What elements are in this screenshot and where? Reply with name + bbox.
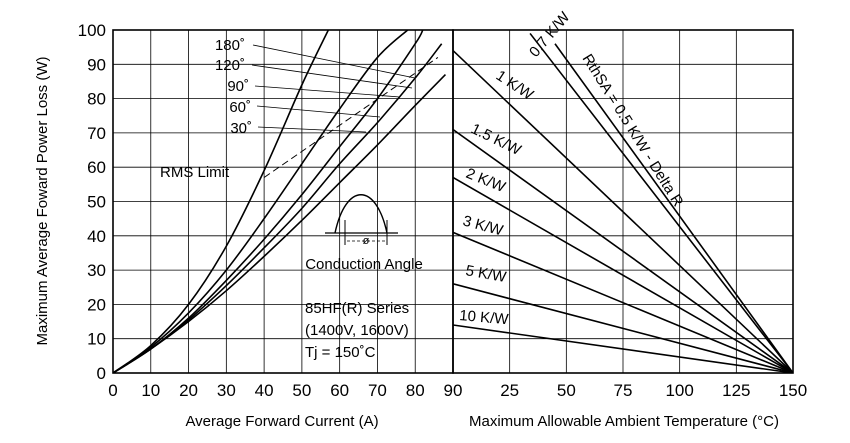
right-x-tick-label: 25 [500,381,519,400]
y-tick-label: 10 [87,330,106,349]
waveform-icon [334,194,388,234]
left-x-tick-label: 40 [255,381,274,400]
rms-limit-line [263,57,439,178]
y-tick-label: 90 [87,55,106,74]
angle-label-180: 180˚ [215,37,245,54]
rth-label-5: 5 K/W [464,262,508,286]
angle-symbol: ø [363,235,370,247]
loss-curve-1 [113,30,330,373]
y-tick-label: 0 [97,364,106,383]
rth-line-1 [554,43,793,373]
right-x-tick-label: 75 [614,381,633,400]
series-info-line-1: 85HF(R) Series [305,300,409,317]
left-x-tick-label: 0 [108,381,117,400]
y-axis-label: Maximum Average Foward Power Loss (W) [34,57,51,346]
y-tick-label: 20 [87,295,106,314]
right-x-tick-label: 125 [722,381,750,400]
y-tick-label: 30 [87,261,106,280]
left-x-tick-label: 10 [141,381,160,400]
tick-labels: 0 10 20 30 40 50 60 70 80 90 100 0 10 20 30 40 50 60 70 80 9… [78,21,808,400]
inset-caption: Conduction Angle [305,256,423,273]
rms-limit-label: RMS Limit [160,164,230,181]
angle-label-60: 60˚ [229,99,251,116]
y-tick-label: 100 [78,21,106,40]
rth-line-2 [529,32,793,373]
angle-leader-line [256,105,381,118]
angle-leader-line [254,85,401,98]
left-x-tick-label: 60 [330,381,349,400]
angle-labels: 180˚ 120˚ 90˚ 60˚ 30˚ [215,37,252,137]
left-x-tick-label: 90 [444,381,463,400]
angle-label-90: 90˚ [227,78,249,95]
rth-line-4 [453,128,793,373]
right-x-axis-label: Maximum Allowable Ambient Temperature (°… [469,413,779,430]
left-x-tick-label: 30 [217,381,236,400]
rth-label-1.5: 1.5 K/W [468,120,524,159]
rth-line-8 [453,324,793,373]
right-plot-frame [452,29,794,374]
left-x-axis-label: Average Forward Current (A) [185,413,378,430]
right-x-tick-label: 150 [779,381,807,400]
angle-leader-line [251,64,413,89]
rth-line-3 [453,49,793,373]
series-info-line-3: Tj = 150˚C [305,344,376,361]
left-x-tick-label: 50 [292,381,311,400]
loss-curve-5 [113,74,447,373]
rth-labels: RthSA = 0.5 K/W - Delta R 0.7 K/W 1 K/W … [459,8,687,328]
angle-label-30: 30˚ [230,120,252,137]
y-tick-label: 50 [87,193,106,212]
conduction-angle-inset: ø Conduction Angle [305,194,423,273]
series-info: 85HF(R) Series (1400V, 1600V) Tj = 150˚C [305,300,409,361]
y-tick-label: 80 [87,90,106,109]
left-x-tick-label: 70 [368,381,387,400]
angle-leader-line [257,126,367,133]
rth-line-7 [453,283,793,373]
y-tick-label: 70 [87,124,106,143]
rth-line-5 [453,176,793,373]
right-x-tick-label: 50 [557,381,576,400]
series-lines [113,30,793,373]
rth-label-2: 2 K/W [464,165,509,196]
y-tick-label: 40 [87,227,106,246]
y-tick-label: 60 [87,158,106,177]
series-info-line-2: (1400V, 1600V) [305,322,409,339]
angle-leader-line [252,44,416,79]
rth-line-6 [453,231,793,373]
left-x-tick-label: 20 [179,381,198,400]
rth-label-10: 10 K/W [459,307,510,328]
right-x-tick-label: 100 [665,381,693,400]
left-x-tick-label: 80 [406,381,425,400]
loss-curve-2 [113,30,409,373]
angle-label-120: 120˚ [215,57,245,74]
